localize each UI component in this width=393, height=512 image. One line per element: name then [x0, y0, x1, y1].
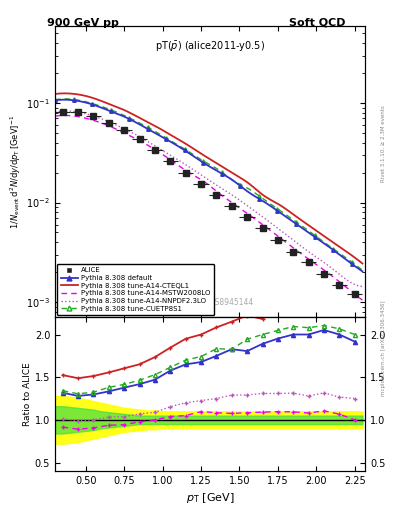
- Text: Soft QCD: Soft QCD: [289, 18, 346, 28]
- Text: 900 GeV pp: 900 GeV pp: [47, 18, 119, 28]
- Text: mcplots.cern.ch [arXiv:1306.3436]: mcplots.cern.ch [arXiv:1306.3436]: [381, 301, 386, 396]
- Y-axis label: Ratio to ALICE: Ratio to ALICE: [23, 362, 32, 426]
- X-axis label: $p_\mathrm{T}$ [GeV]: $p_\mathrm{T}$ [GeV]: [186, 492, 235, 505]
- Text: ALICE_2011_S8945144: ALICE_2011_S8945144: [167, 297, 254, 306]
- Text: pT($\bar{p}$) (alice2011-y0.5): pT($\bar{p}$) (alice2011-y0.5): [155, 40, 265, 54]
- Text: Rivet 3.1.10, ≥ 2.3M events: Rivet 3.1.10, ≥ 2.3M events: [381, 105, 386, 182]
- Legend: ALICE, Pythia 8.308 default, Pythia 8.308 tune-A14-CTEQL1, Pythia 8.308 tune-A14: ALICE, Pythia 8.308 default, Pythia 8.30…: [57, 264, 214, 315]
- Y-axis label: $1/N_\mathrm{event}\,\mathrm{d}^2N/\mathrm{d}y/\mathrm{d}p_\mathrm{T}\,[\mathrm{: $1/N_\mathrm{event}\,\mathrm{d}^2N/\math…: [9, 115, 24, 228]
